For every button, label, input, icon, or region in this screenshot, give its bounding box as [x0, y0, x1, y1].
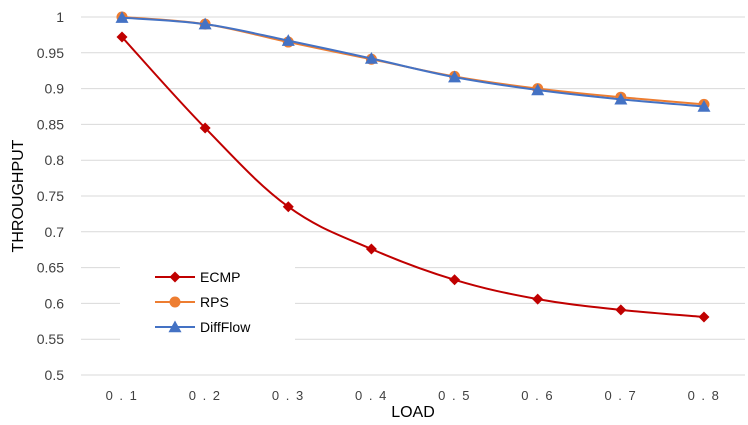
data-point-ecmp [282, 201, 294, 213]
series-diffflow [115, 11, 711, 112]
x-tick-label: 0 . 4 [355, 388, 388, 403]
legend-marker-diffflow [168, 320, 182, 333]
legend-label-ecmp: ECMP [200, 269, 240, 285]
legend-marker-ecmp [169, 271, 181, 283]
legend-background [120, 262, 295, 344]
legend: ECMP RPS DiffFlow [120, 262, 295, 344]
series-line-diffflow [121, 16, 705, 108]
data-point-ecmp [449, 274, 461, 286]
x-tick-label: 0 . 1 [106, 388, 139, 403]
series-group [115, 11, 711, 323]
x-tick-label: 0 . 3 [272, 388, 305, 403]
data-point-ecmp [615, 304, 627, 316]
x-axis-ticks: 0 . 1 0 . 2 0 . 3 0 . 4 0 . 5 0 . 6 0 . 7 0 . 8 [106, 388, 721, 403]
y-tick-label: 0.7 [45, 224, 65, 240]
data-point-diffflow [448, 70, 462, 83]
data-point-ecmp [532, 293, 544, 305]
x-axis-label: LOAD [391, 404, 435, 421]
y-tick-label: 0.5 [45, 367, 65, 383]
y-axis-ticks: 0.5 0.55 0.6 0.65 0.7 0.75 0.8 0.85 0.9 0.95 1 [37, 9, 64, 383]
y-tick-label: 0.8 [45, 152, 65, 168]
y-tick-label: 0.65 [37, 260, 64, 276]
x-tick-label: 0 . 6 [521, 388, 554, 403]
data-point-ecmp [698, 311, 710, 323]
x-tick-label: 0 . 7 [604, 388, 637, 403]
data-point-ecmp [116, 31, 128, 43]
y-tick-label: 0.9 [45, 81, 65, 97]
y-tick-label: 0.95 [37, 45, 64, 61]
legend-label-diffflow: DiffFlow [200, 319, 251, 335]
y-tick-label: 1 [56, 9, 64, 25]
data-point-ecmp [365, 243, 377, 255]
data-point-diffflow [697, 100, 711, 112]
series-line-rps [121, 16, 705, 106]
y-tick-label: 0.75 [37, 188, 64, 204]
data-point-diffflow [364, 52, 378, 64]
x-tick-label: 0 . 8 [688, 388, 721, 403]
data-point-diffflow [531, 83, 545, 96]
legend-marker-rps [169, 296, 181, 308]
y-axis-label: THROUGHPUT [10, 139, 27, 252]
data-point-diffflow [115, 11, 129, 23]
data-point-diffflow [198, 17, 212, 30]
y-tick-label: 0.85 [37, 116, 64, 132]
legend-label-rps: RPS [200, 294, 229, 310]
y-tick-label: 0.55 [37, 331, 64, 347]
data-point-diffflow [281, 34, 295, 46]
y-tick-label: 0.6 [45, 295, 65, 311]
data-point-diffflow [614, 92, 628, 105]
x-tick-label: 0 . 5 [438, 388, 471, 403]
data-point-ecmp [199, 122, 211, 134]
series-ecmp [116, 31, 710, 323]
x-tick-label: 0 . 2 [189, 388, 222, 403]
